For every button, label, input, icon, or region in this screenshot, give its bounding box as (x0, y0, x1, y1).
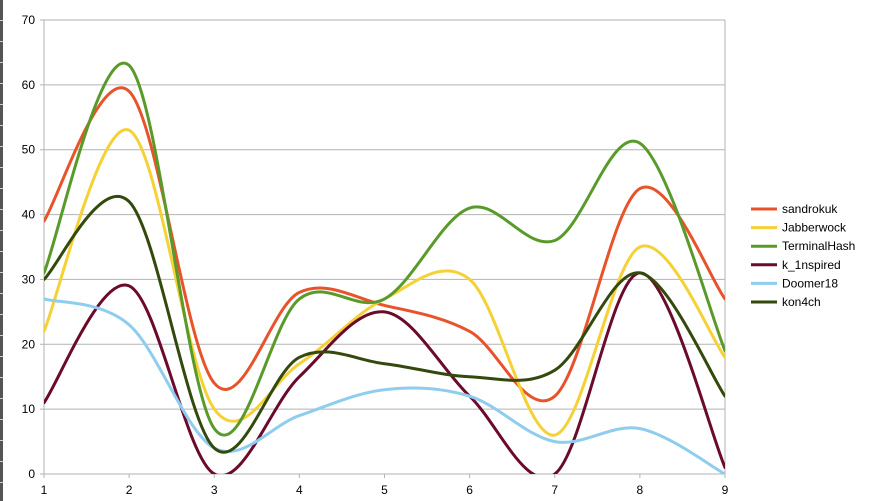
y-tick-label: 60 (22, 78, 36, 92)
legend-label: Doomer18 (782, 276, 838, 290)
x-tick-label: 5 (381, 483, 388, 497)
y-tick-label: 20 (22, 337, 36, 351)
y-tick-label: 0 (28, 467, 35, 481)
series-lines (44, 61, 725, 474)
x-tick-label: 7 (551, 483, 558, 497)
y-tick-labels: 0 10 20 30 40 50 60 70 (22, 13, 36, 481)
series-line-doomer18 (44, 297, 725, 474)
legend-label: k_1nspired (782, 258, 841, 272)
y-tick-label: 40 (22, 208, 36, 222)
y-tick-label: 30 (22, 272, 36, 286)
x-tick-label: 3 (211, 483, 218, 497)
x-tick-label: 8 (637, 483, 644, 497)
series-line-terminalhash (44, 61, 725, 437)
y-tick-label: 10 (22, 402, 36, 416)
y-tick-label: 70 (22, 13, 36, 27)
x-tick-label: 4 (296, 483, 303, 497)
grid-lines (44, 19, 725, 475)
y-tick-label: 50 (22, 143, 36, 157)
legend-label: Jabberwock (782, 221, 847, 235)
legend-label: sandrokuk (782, 202, 838, 216)
legend-label: TerminalHash (782, 239, 855, 253)
x-tick-label: 2 (126, 483, 133, 497)
window-edge-strip (0, 0, 3, 501)
legend: sandrokuk Jabberwock TerminalHash k_1nspire… (751, 202, 855, 309)
legend-label: kon4ch (782, 295, 821, 309)
x-tick-labels: 1 2 3 4 5 6 7 8 9 (41, 483, 729, 497)
series-line-kon4ch (44, 195, 725, 454)
series-line-sandrokuk (44, 86, 725, 403)
axes (40, 19, 726, 478)
series-line-k-1nspired (44, 271, 725, 474)
x-tick-label: 1 (41, 483, 48, 497)
x-tick-label: 6 (466, 483, 473, 497)
x-tick-label: 9 (722, 483, 729, 497)
